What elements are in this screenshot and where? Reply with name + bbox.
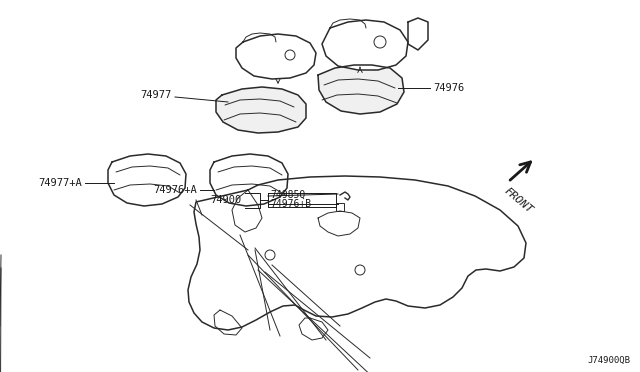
Text: 74976+A: 74976+A	[153, 185, 197, 195]
Polygon shape	[216, 87, 306, 133]
Polygon shape	[318, 65, 404, 114]
Polygon shape	[232, 190, 262, 232]
Text: 74976: 74976	[433, 83, 464, 93]
Polygon shape	[322, 20, 408, 70]
Polygon shape	[408, 18, 428, 50]
Text: 74976+B: 74976+B	[270, 199, 311, 209]
Bar	[336, 203, 344, 211]
Text: 74900: 74900	[211, 195, 242, 205]
Text: 74977: 74977	[141, 90, 172, 100]
Polygon shape	[214, 310, 242, 335]
Polygon shape	[108, 154, 186, 206]
Text: J74900QB: J74900QB	[587, 356, 630, 365]
Text: 74985Q: 74985Q	[270, 190, 305, 200]
Polygon shape	[299, 318, 328, 340]
Polygon shape	[210, 154, 288, 206]
Text: 74977+A: 74977+A	[38, 178, 82, 188]
Polygon shape	[236, 34, 316, 79]
Text: FRONT: FRONT	[502, 186, 534, 215]
Polygon shape	[188, 176, 526, 330]
